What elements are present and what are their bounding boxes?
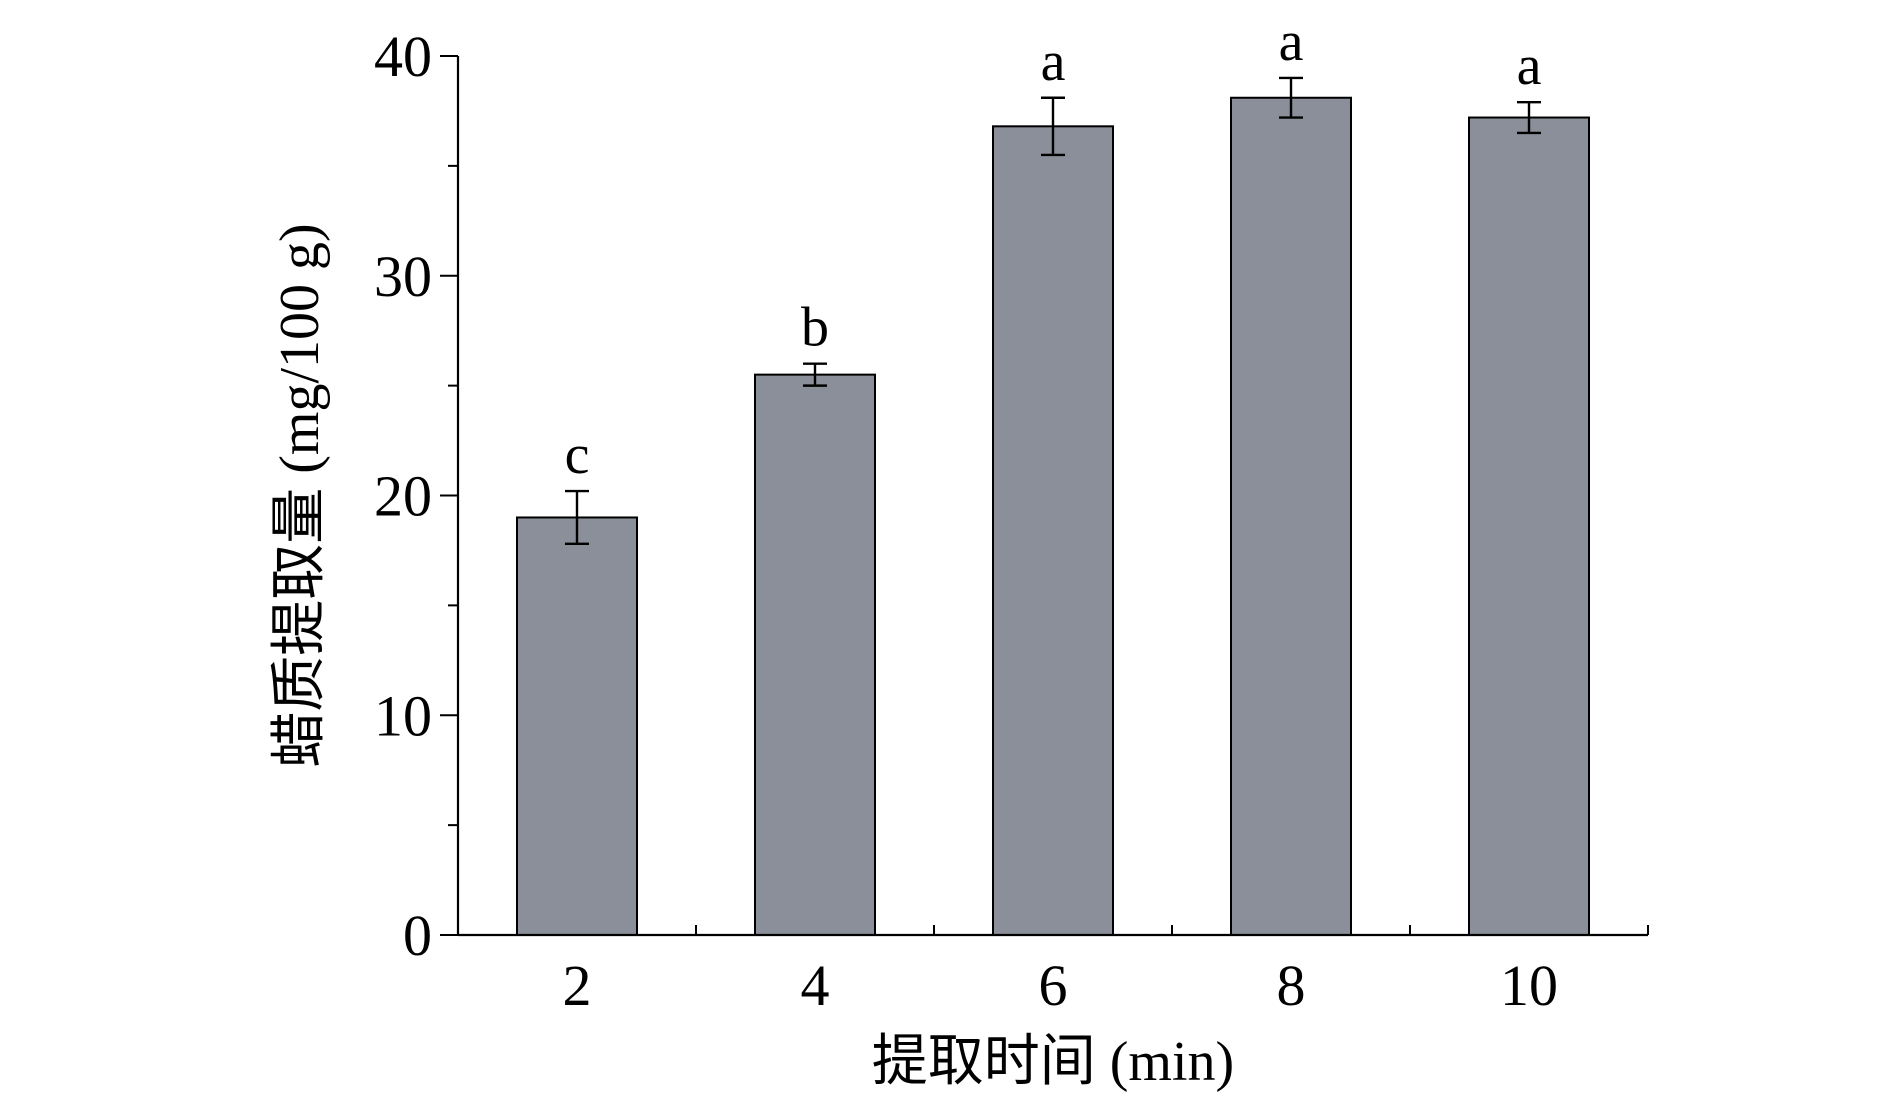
x-tick-label: 10 xyxy=(1500,953,1558,1018)
y-tick-label: 0 xyxy=(403,903,432,968)
significance-label-4: b xyxy=(801,297,829,359)
x-tick-label: 6 xyxy=(1039,953,1068,1018)
significance-label-8: a xyxy=(1279,11,1304,73)
x-tick-label: 4 xyxy=(801,953,830,1018)
x-ticks-layer: 2 4 6 8 10 xyxy=(563,925,1649,1018)
bar-10 xyxy=(1468,116,1590,936)
y-tick-label: 20 xyxy=(374,464,432,529)
significance-label-6: a xyxy=(1041,31,1066,93)
y-axis-title: 蜡质提取量 (mg/100 g) xyxy=(269,223,331,767)
bars-layer xyxy=(516,96,1590,936)
x-axis-title: 提取时间 (min) xyxy=(872,1031,1234,1093)
error-bars-layer xyxy=(565,76,1541,546)
y-ticks-layer: 0 10 20 30 40 xyxy=(374,24,458,968)
y-tick-label: 30 xyxy=(374,244,432,309)
significance-labels-layer: c b a a a xyxy=(565,11,1542,486)
x-tick-label: 2 xyxy=(563,953,592,1018)
significance-label-10: a xyxy=(1517,35,1542,97)
bar-4 xyxy=(754,373,876,936)
y-tick-label: 40 xyxy=(374,24,432,89)
bar-6 xyxy=(992,125,1114,936)
bar-2 xyxy=(516,516,638,936)
x-tick-label: 8 xyxy=(1277,953,1306,1018)
significance-label-2: c xyxy=(565,424,590,486)
y-tick-label: 10 xyxy=(374,683,432,748)
bar-8 xyxy=(1230,96,1352,936)
